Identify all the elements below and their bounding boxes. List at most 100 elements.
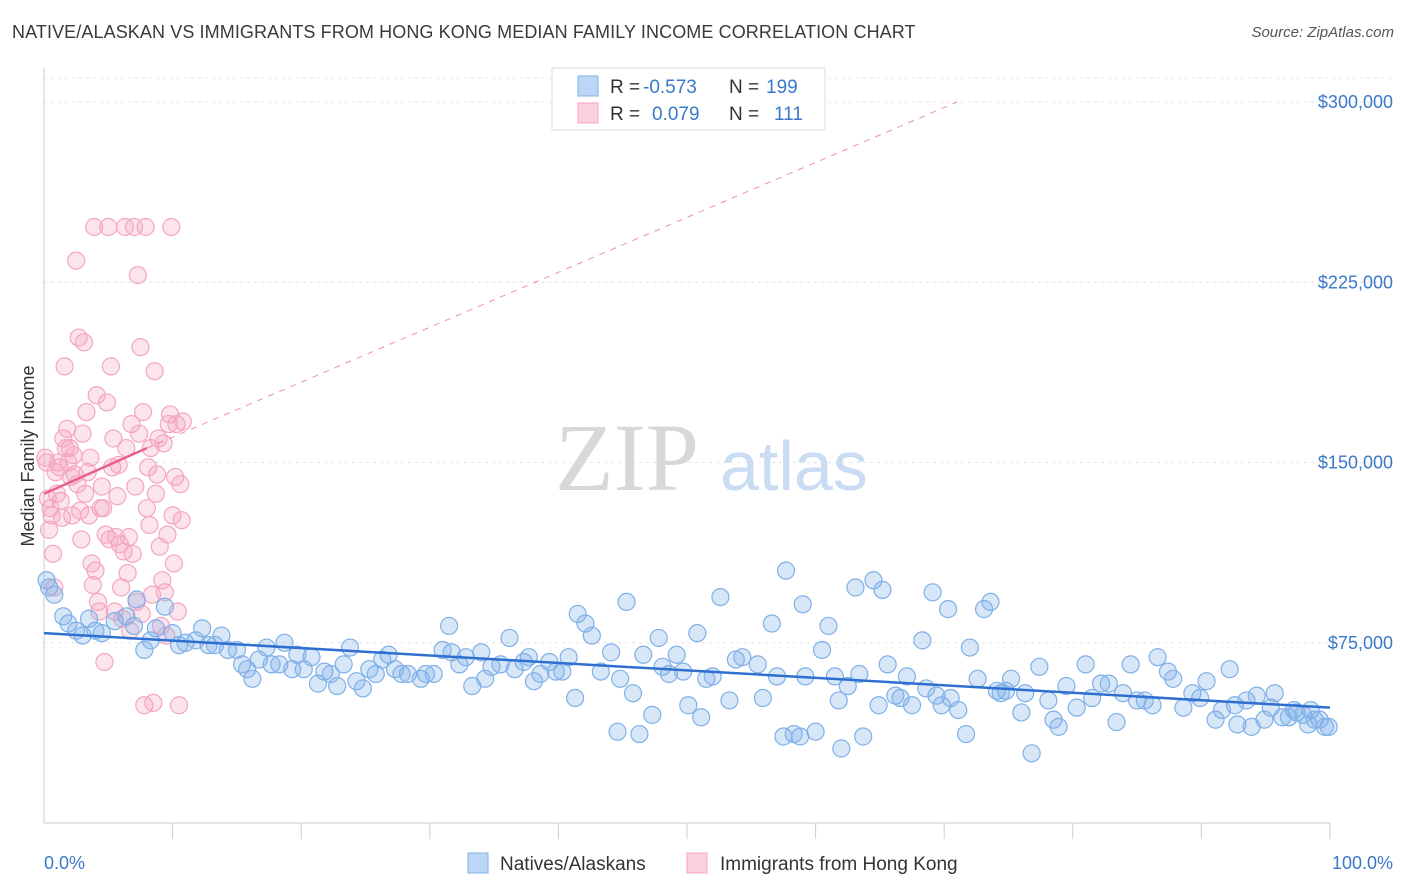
natives-point: [927, 686, 946, 705]
hongkong-point: [85, 217, 104, 237]
natives-point: [1197, 672, 1216, 691]
grid-lines: [44, 77, 1393, 644]
natives-point: [869, 696, 888, 715]
natives-point: [1143, 696, 1162, 715]
hongkong-point: [74, 333, 93, 352]
natives-point: [838, 676, 857, 696]
hongkong-point: [76, 484, 95, 503]
natives-point: [897, 667, 917, 686]
natives-point: [340, 638, 360, 657]
legend-n-value-2: 111: [774, 104, 803, 125]
hongkong-point: [163, 506, 182, 525]
hongkong-point: [128, 265, 147, 285]
hongkong-point: [95, 652, 114, 672]
natives-point: [854, 727, 873, 746]
natives-point: [566, 688, 585, 708]
natives-point: [1305, 710, 1324, 729]
hongkong-point: [70, 501, 90, 520]
natives-point: [938, 600, 958, 619]
natives-point: [819, 616, 838, 636]
hongkong-point: [73, 424, 92, 443]
natives-point: [439, 616, 459, 636]
hongkong-point: [64, 446, 83, 465]
natives-point: [328, 676, 347, 696]
legend-r-label-1: R =: [610, 77, 640, 98]
natives-point: [37, 571, 56, 590]
natives-point: [679, 696, 698, 715]
natives-point: [692, 708, 711, 727]
hongkong-point: [51, 491, 70, 511]
natives-point: [793, 595, 812, 614]
bottom-legend-swatch-pink: [686, 852, 708, 874]
natives-point: [923, 583, 942, 602]
hongkong-point: [148, 465, 167, 484]
hongkong-point: [69, 328, 88, 347]
hongkong-point: [45, 578, 64, 597]
natives-point: [1057, 676, 1076, 696]
hongkong-point: [155, 583, 174, 602]
natives-point: [127, 590, 146, 609]
natives-point: [996, 681, 1016, 700]
source-label: Source: ZipAtlas.com: [1251, 24, 1394, 41]
series-hongkong-points: [36, 217, 192, 715]
hongkong-point: [130, 424, 149, 443]
natives-point: [611, 669, 630, 688]
natives-point: [1121, 655, 1140, 674]
natives-point: [617, 592, 636, 612]
natives-point: [1022, 744, 1041, 763]
natives-point: [1191, 688, 1210, 708]
natives-point: [846, 578, 865, 597]
natives-point: [155, 597, 174, 616]
natives-point: [791, 727, 810, 746]
hongkong-point: [77, 402, 96, 422]
chart-title: NATIVE/ALASKAN VS IMMIGRANTS FROM HONG K…: [12, 22, 916, 42]
hongkong-point: [99, 217, 118, 237]
natives-point: [559, 648, 578, 667]
natives-point: [243, 669, 262, 688]
natives-point: [531, 664, 550, 684]
natives-point: [776, 561, 796, 580]
natives-point: [45, 585, 64, 604]
hongkong-point: [105, 602, 124, 621]
natives-point: [711, 587, 730, 607]
legend-swatch-blue: [577, 75, 599, 97]
legend-r-value-1: -0.573: [643, 77, 697, 98]
bottom-legend: Natives/Alaskans Immigrants from Hong Ko…: [467, 852, 958, 875]
hongkong-point: [172, 511, 191, 530]
hongkong-point: [43, 544, 63, 563]
natives-point: [1265, 684, 1284, 703]
hongkong-point: [92, 477, 111, 496]
hongkong-point: [58, 419, 77, 438]
top-legend: R = -0.573 N = 199 R = 0.079 N = 111: [551, 67, 826, 131]
y-tick-label: $225,000: [1318, 272, 1393, 292]
hongkong-point: [67, 251, 86, 270]
hongkong-point: [86, 561, 105, 580]
natives-point: [643, 705, 662, 724]
hongkong-point: [79, 506, 99, 525]
hongkong-point: [154, 434, 173, 453]
natives-point: [630, 724, 649, 744]
natives-point: [1001, 669, 1021, 688]
hongkong-point: [123, 544, 142, 563]
hongkong-point: [101, 357, 120, 376]
natives-point: [1091, 674, 1111, 693]
natives-point: [1076, 655, 1095, 674]
hongkong-point: [118, 563, 137, 583]
natives-point: [634, 645, 653, 664]
natives-point: [623, 684, 643, 703]
natives-point: [347, 672, 366, 691]
natives-point: [956, 724, 976, 744]
natives-trend-line: [43, 631, 1331, 709]
hongkong-point: [159, 414, 178, 434]
natives-point: [1039, 691, 1058, 710]
natives-point: [1220, 660, 1239, 679]
legend-r-label-2: R =: [610, 104, 640, 125]
bottom-legend-label-hongkong: Immigrants from Hong Kong: [720, 854, 958, 875]
hongkong-point: [56, 438, 75, 458]
natives-point: [232, 655, 252, 674]
y-tick-labels: $75,000 $150,000 $225,000 $300,000: [1318, 92, 1393, 653]
hongkong-point: [104, 429, 123, 448]
legend-r-value-2: 0.079: [652, 104, 700, 125]
natives-point: [568, 604, 587, 624]
legend-n-value-1: 199: [766, 77, 798, 98]
